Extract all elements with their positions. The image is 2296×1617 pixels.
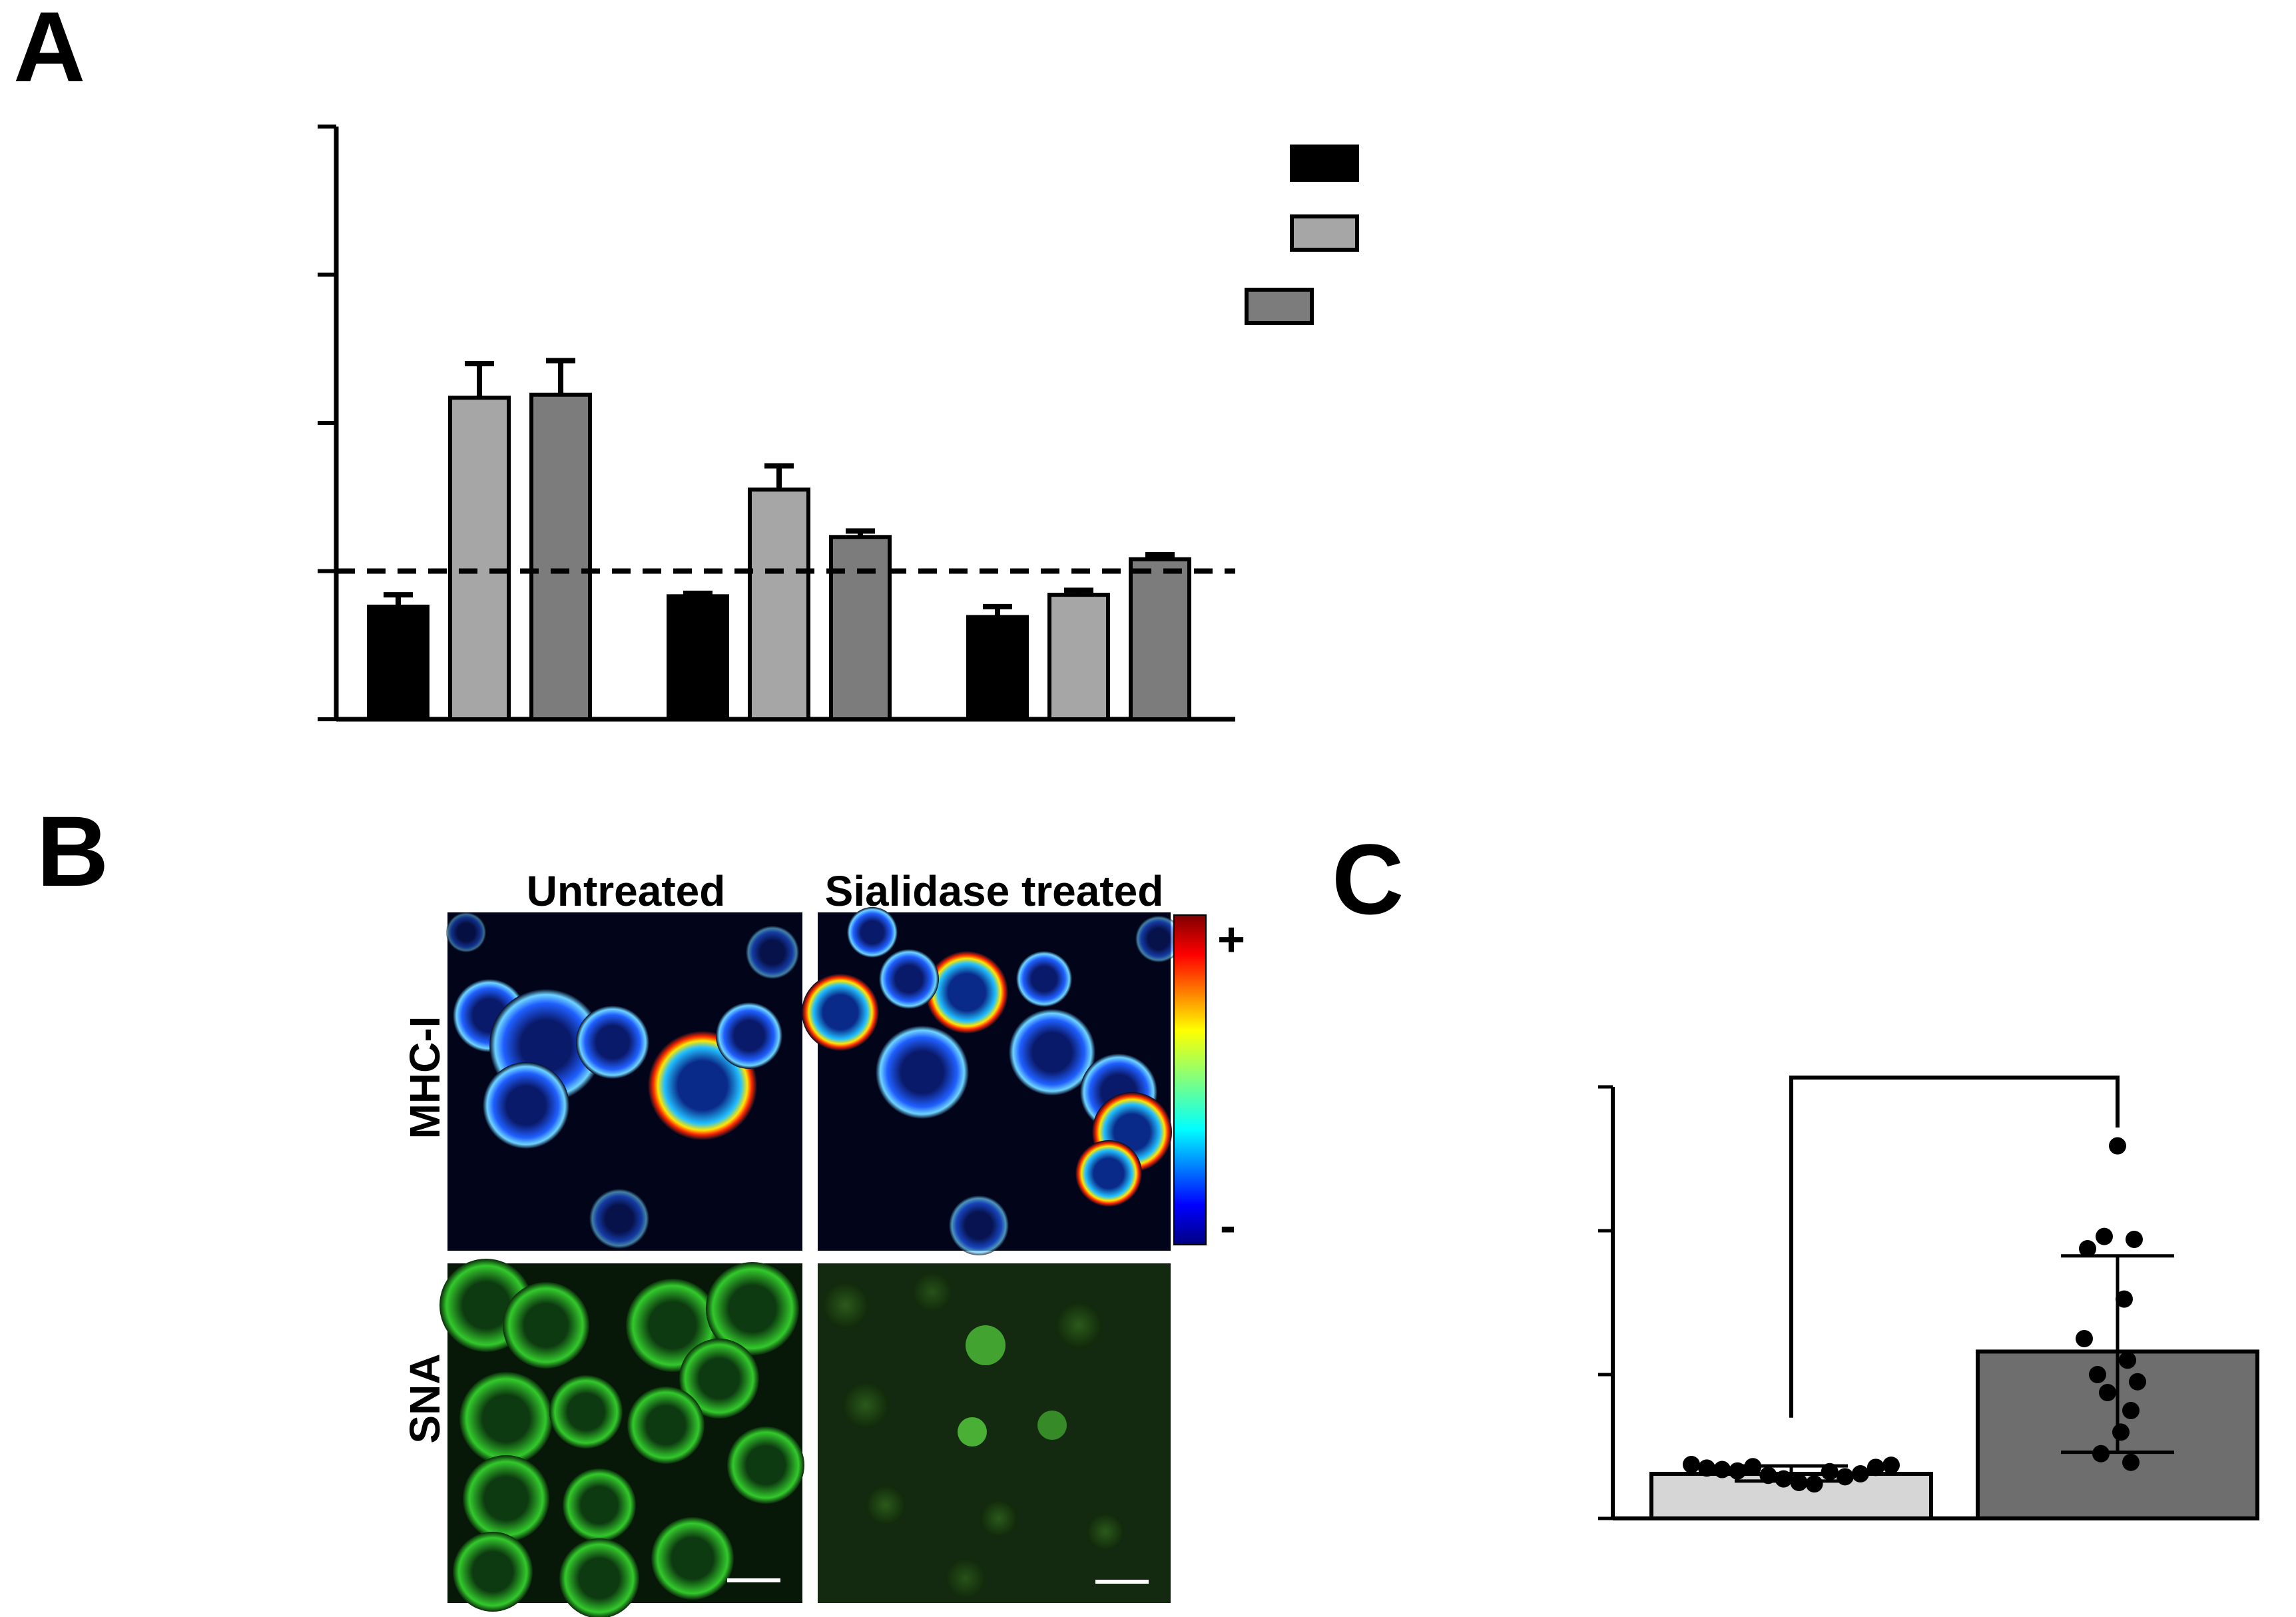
bar [829, 535, 892, 721]
data-point [2089, 1366, 2106, 1383]
column-label-untreated: Untreated [527, 867, 726, 915]
image-sna-untreated [439, 1259, 804, 1617]
data-point [1836, 1468, 1854, 1486]
data-point [1713, 1460, 1731, 1478]
data-point [2116, 1290, 2133, 1308]
bar [667, 594, 729, 722]
data-point [1882, 1456, 1900, 1474]
data-point [1759, 1466, 1777, 1484]
scale-bar-sialidase [1095, 1580, 1149, 1584]
row-label-sna: SNA [401, 1353, 449, 1443]
data-point [1805, 1475, 1823, 1493]
image-mhc-i-untreated [446, 912, 802, 1251]
data-point [1851, 1465, 1869, 1483]
significance-bracket [1789, 1076, 2120, 1418]
scale-bar-untreated [727, 1578, 780, 1582]
data-point [1775, 1470, 1793, 1488]
bar [1129, 557, 1191, 722]
legend-swatch [1245, 288, 1314, 325]
legend-swatch [1290, 145, 1359, 182]
chart-a [318, 125, 1359, 722]
data-point [2079, 1240, 2096, 1257]
data-point [1698, 1459, 1716, 1477]
data-point [1683, 1456, 1700, 1473]
chart-c [1598, 1076, 2259, 1521]
bar [1047, 593, 1110, 721]
bar [966, 615, 1029, 721]
bar [748, 487, 810, 721]
data-point [2122, 1402, 2140, 1419]
data-point [2092, 1445, 2110, 1462]
micrograph-panel: Untreated Sialidase treated MHC-I SNA [401, 867, 1245, 1617]
data-point [2096, 1227, 2113, 1245]
image-sna-sialidase [818, 1263, 1171, 1603]
data-point [2122, 1453, 2140, 1471]
panel-label-b: B [37, 795, 109, 907]
panel-label-a: A [13, 0, 85, 103]
data-point [2109, 1137, 2126, 1155]
bar [529, 392, 592, 721]
row-label-mhc-i: MHC-I [401, 1016, 449, 1139]
panel-label-c: C [1332, 823, 1404, 935]
data-point [1866, 1458, 1884, 1476]
data-point [2126, 1230, 2143, 1248]
data-point [2119, 1351, 2136, 1369]
data-point [1729, 1462, 1747, 1480]
data-point [1821, 1462, 1839, 1480]
colorbar-high-label: + [1217, 913, 1245, 966]
data-point [1744, 1458, 1762, 1476]
data-point [2129, 1373, 2146, 1391]
data-point [1790, 1474, 1808, 1491]
image-mhc-i-sialidase [802, 907, 1182, 1255]
bar [448, 396, 511, 721]
bar [367, 604, 430, 722]
colorbar-low-label: - [1220, 1199, 1236, 1253]
legend-swatch [1290, 214, 1359, 252]
colorbar: + - [1173, 913, 1245, 1253]
column-label-sialidase: Sialidase treated [825, 867, 1164, 915]
data-point [2112, 1423, 2130, 1441]
data-point [2076, 1330, 2093, 1347]
data-point [2099, 1384, 2116, 1401]
